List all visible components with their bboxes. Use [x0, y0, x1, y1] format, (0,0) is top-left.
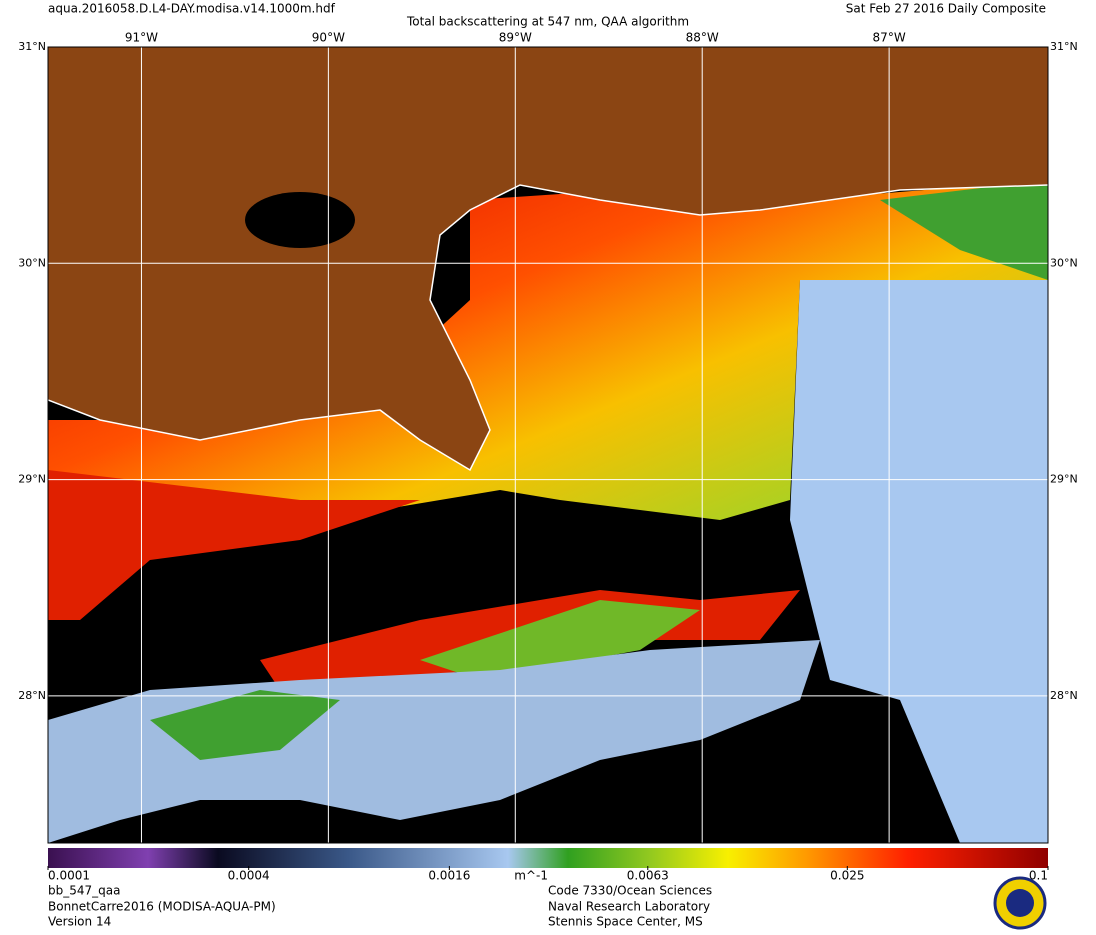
lon-label: 87°W — [873, 31, 906, 45]
lat-label: 31°N — [18, 40, 46, 53]
colorbar-tick-label: 0.0016 — [428, 869, 470, 883]
file-name: aqua.2016058.D.L4-DAY.modisa.v14.1000m.h… — [48, 2, 336, 16]
colorbar-tick-label: 0.0001 — [48, 869, 90, 883]
lon-label: 90°W — [312, 31, 345, 45]
lat-label: 31°N — [1050, 40, 1078, 53]
lon-label: 89°W — [499, 31, 532, 45]
lon-label: 88°W — [686, 31, 719, 45]
lat-label: 29°N — [1050, 473, 1078, 486]
lat-label: 28°N — [18, 689, 46, 702]
colorbar-tick-label: 0.025 — [830, 869, 864, 883]
colorbar-unit: m^-1 — [514, 869, 548, 883]
lon-label: 91°W — [125, 31, 158, 45]
footer-left: BonnetCarre2016 (MODISA-AQUA-PM) — [48, 900, 276, 914]
footer-right: Stennis Space Center, MS — [548, 915, 703, 929]
footer-right: Naval Research Laboratory — [548, 900, 710, 914]
imagery — [48, 47, 1048, 843]
map-frame — [47, 46, 1049, 844]
graticule — [48, 46, 1048, 843]
logo — [993, 876, 1047, 930]
colorbar-tick-label: 0.0063 — [627, 869, 669, 883]
date: Sat Feb 27 2016 Daily Composite — [846, 2, 1046, 16]
footer-right: Code 7330/Ocean Sciences — [548, 884, 712, 898]
lat-label: 28°N — [1050, 689, 1078, 702]
map-title: Total backscattering at 547 nm, QAA algo… — [406, 15, 689, 29]
colorbar — [48, 848, 1048, 868]
colorbar-tick-label: 0.0004 — [228, 869, 270, 883]
colorbar-tick-label: 0.1 — [1029, 869, 1048, 883]
lat-label: 30°N — [1050, 256, 1078, 269]
lat-label: 29°N — [18, 473, 46, 486]
footer-left: bb_547_qaa — [48, 884, 120, 898]
footer-left: Version 14 — [48, 915, 111, 929]
lat-label: 30°N — [18, 256, 46, 269]
